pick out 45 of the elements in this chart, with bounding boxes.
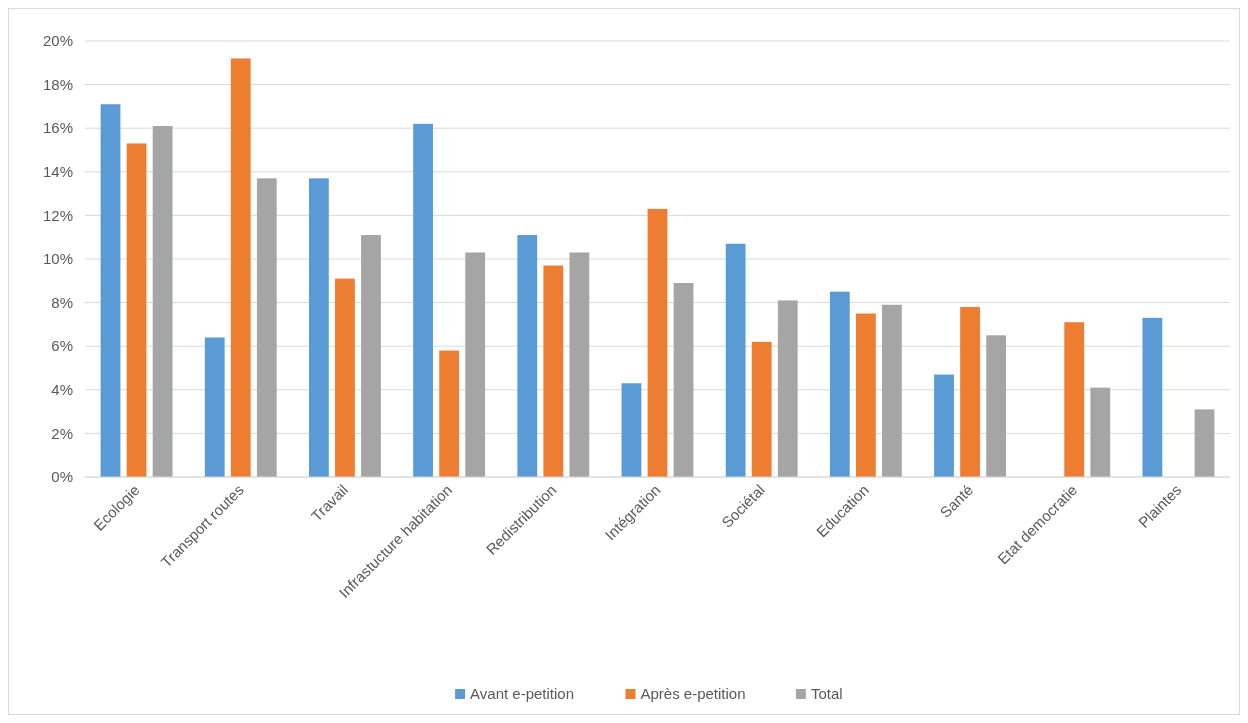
bar [230, 58, 251, 477]
bar [543, 265, 564, 477]
bar [855, 313, 876, 477]
y-tick-label: 8% [51, 293, 73, 311]
y-tick-label: 18% [42, 75, 73, 93]
bar [126, 143, 147, 477]
bar [256, 178, 277, 477]
bar [882, 304, 902, 477]
bar [413, 123, 433, 477]
y-tick-label: 10% [42, 250, 73, 268]
bar [725, 243, 746, 477]
legend-label: Après e-petition [640, 685, 746, 702]
bar [673, 282, 694, 477]
bar [204, 337, 225, 477]
bar [465, 252, 486, 477]
y-tick-label: 2% [51, 424, 73, 442]
bar [751, 341, 772, 477]
bar [361, 235, 381, 477]
y-tick-label: 14% [42, 163, 73, 181]
bar [647, 208, 668, 477]
bar [1090, 387, 1111, 477]
bar [1064, 322, 1085, 477]
bar [100, 104, 121, 477]
bar [439, 350, 460, 477]
bar [569, 252, 590, 477]
bar [517, 235, 538, 477]
y-tick-label: 12% [42, 206, 73, 224]
bar [986, 335, 1006, 477]
y-tick-label: 20% [42, 32, 73, 50]
bar [335, 278, 355, 477]
bar [960, 306, 980, 477]
bar [152, 126, 173, 477]
bar [934, 374, 954, 477]
y-tick-label: 6% [51, 337, 73, 355]
legend-label: Total [810, 685, 843, 702]
bar [1194, 409, 1215, 477]
bar [777, 300, 798, 477]
y-tick-label: 4% [51, 381, 73, 399]
bar [621, 383, 642, 477]
bar [309, 178, 329, 477]
y-tick-label: 0% [51, 468, 73, 486]
legend-label: Avant e-petition [470, 685, 575, 702]
y-tick-label: 16% [42, 119, 73, 137]
bar [1142, 317, 1163, 477]
bar [829, 291, 850, 477]
